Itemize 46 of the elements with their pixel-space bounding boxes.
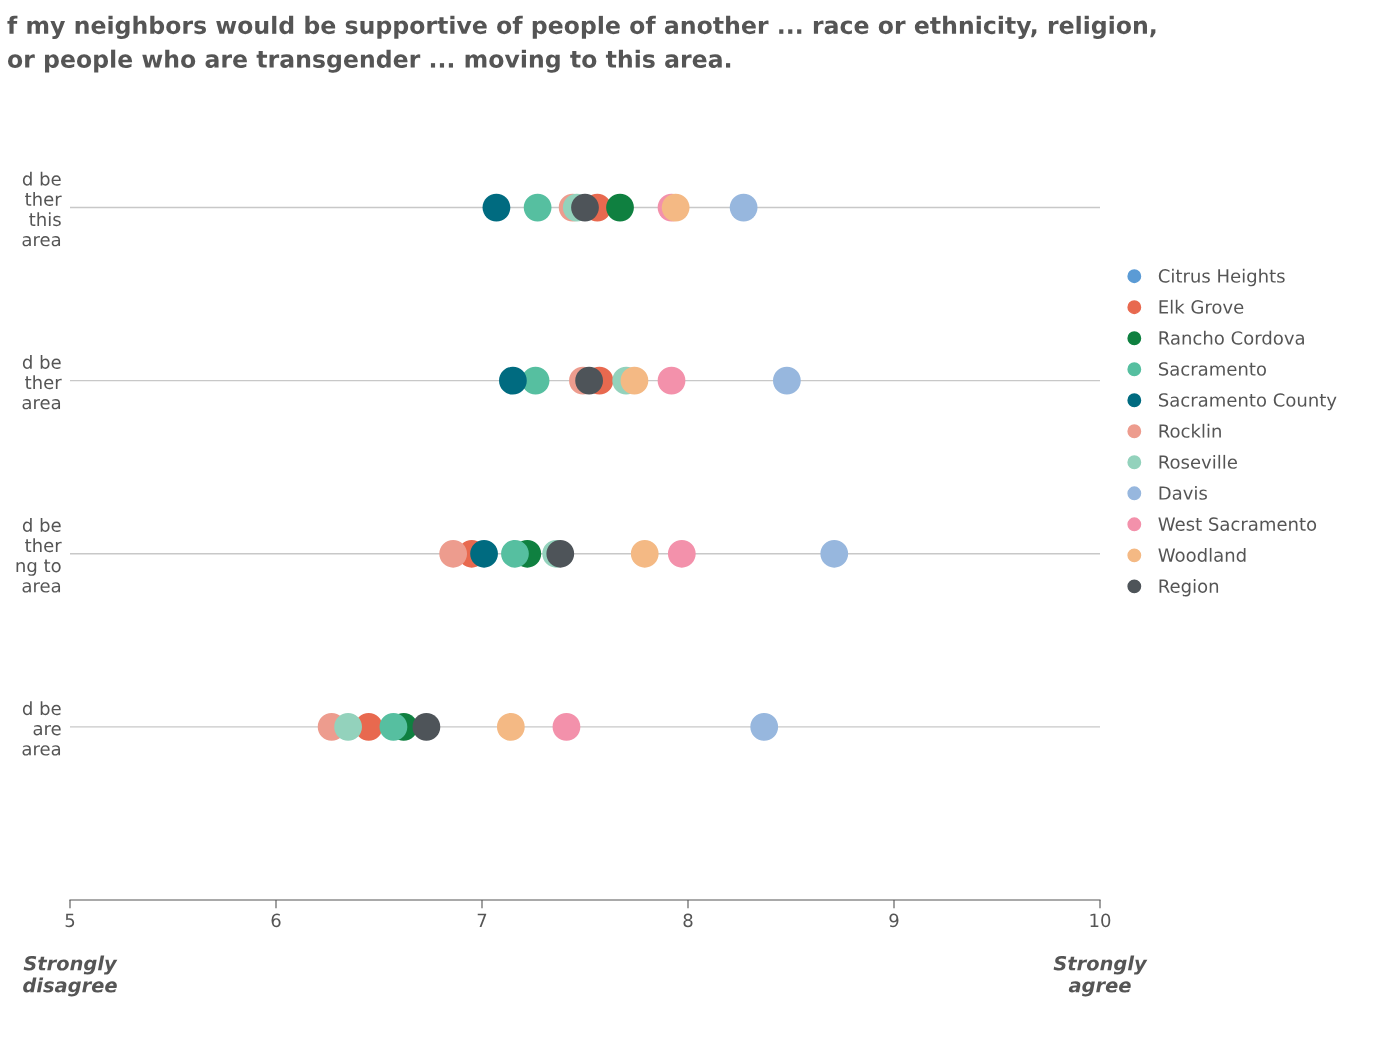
x-tick-label: 6 — [271, 913, 281, 928]
point — [657, 366, 686, 395]
y-tick-label: d be are area — [22, 701, 61, 756]
point — [439, 539, 468, 568]
point — [667, 539, 696, 568]
legend-label: Sacramento — [1158, 362, 1266, 376]
legend-label: Elk Grove — [1159, 299, 1244, 314]
chart-title: f my neighbors would be supportive of people of another ... race or ethnicity, religion, or people who are transgender ... moving to this area. — [7, 15, 1156, 73]
point — [820, 539, 849, 568]
legend-label: Sacramento County — [1158, 393, 1337, 411]
point — [571, 193, 599, 222]
point — [750, 713, 779, 741]
y-tick-label: d be ther this area — [22, 171, 62, 247]
legend-label: Citrus Heights — [1158, 268, 1285, 287]
point — [575, 366, 604, 395]
point — [772, 366, 801, 395]
point — [729, 193, 758, 222]
point — [482, 193, 511, 222]
point — [523, 193, 552, 222]
point — [630, 539, 659, 568]
legend-label: Rocklin — [1159, 423, 1221, 438]
y-tick-label: d be ther ng to area — [16, 517, 62, 593]
point — [496, 713, 525, 741]
legend-label: West Sacramento — [1158, 517, 1317, 531]
x-tick-label: 9 — [889, 913, 899, 928]
point — [606, 193, 634, 222]
point — [499, 366, 527, 395]
legend-label: Roseville — [1159, 454, 1237, 469]
x-tick-label: 7 — [477, 913, 487, 927]
point — [379, 713, 408, 741]
legend-label: Davis — [1159, 485, 1207, 500]
point — [501, 539, 529, 568]
point — [552, 713, 581, 741]
y-tick-label: d be ther area — [22, 354, 62, 410]
x-tick-label: 5 — [65, 913, 75, 928]
text: Strongly disagree — [23, 955, 118, 997]
x-tick-label: 10 — [1090, 913, 1111, 928]
point — [470, 539, 498, 568]
text: Strongly agree — [1053, 955, 1148, 997]
point — [334, 713, 362, 741]
legend-label: Region — [1159, 578, 1219, 597]
legend-label: Woodland — [1158, 547, 1246, 562]
legend-label: Rancho Cordova — [1159, 330, 1304, 345]
point — [620, 366, 649, 395]
point — [412, 713, 441, 741]
x-tick-label: 8 — [683, 913, 693, 928]
